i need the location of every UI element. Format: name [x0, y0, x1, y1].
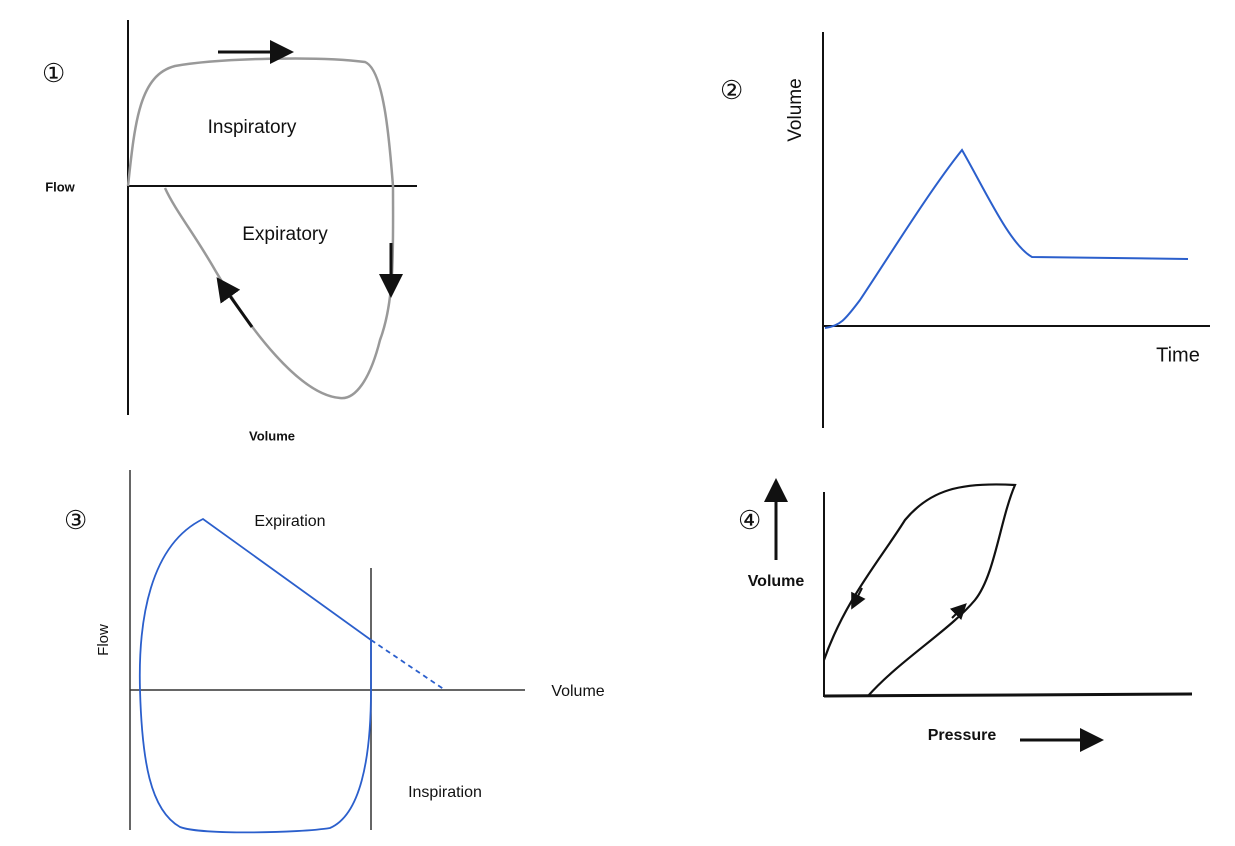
arrow — [949, 603, 967, 621]
label: Expiration — [254, 513, 325, 530]
panel-2: ② Volume Time — [720, 32, 1210, 428]
y-axis-label: Volume — [785, 78, 806, 141]
panel-number: ② — [720, 76, 743, 106]
x-axis — [823, 692, 1193, 698]
x-axis-label: Volume — [551, 683, 604, 700]
panel-3: ③ Expiration Flow Volume Inspiration — [64, 470, 605, 834]
panel-number: ① — [42, 59, 65, 89]
x-axis-label: Pressure — [928, 727, 997, 744]
panel-number: ④ — [738, 506, 761, 536]
pressure-volume-loop — [822, 483, 1017, 697]
arrow — [851, 587, 866, 610]
panel-number: ③ — [64, 506, 87, 536]
x-axis-label: Volume — [249, 428, 295, 443]
label: Inspiration — [408, 784, 482, 801]
label: Expiratory — [242, 224, 328, 245]
arrow — [216, 277, 254, 328]
label: Inspiratory — [208, 117, 297, 138]
y-axis-label: Flow — [45, 179, 75, 194]
y-axis-label: Flow — [95, 624, 112, 656]
panel-1: ① Inspiratory Expiratory Flow Volume — [42, 20, 417, 443]
extrapolation — [370, 639, 446, 691]
volume-time-curve — [824, 148, 1189, 329]
x-axis-label: Time — [1156, 344, 1200, 366]
flow-volume-loop — [138, 517, 372, 834]
panel-4: ④ Volume Pressure — [738, 478, 1193, 752]
y-axis-label: Volume — [748, 573, 805, 590]
